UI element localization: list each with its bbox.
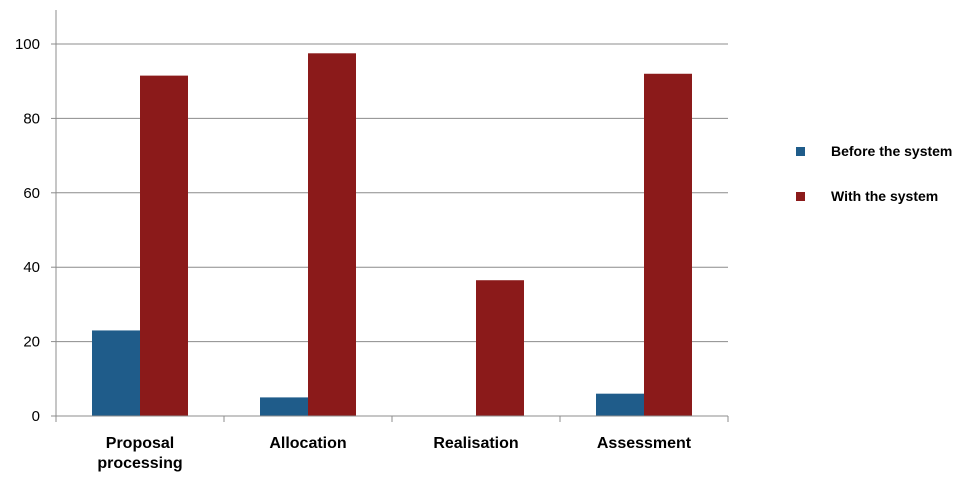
y-tick-label: 60 bbox=[23, 185, 40, 202]
bars bbox=[92, 53, 692, 417]
bar-with-3 bbox=[644, 73, 692, 416]
legend-swatch-with bbox=[796, 192, 805, 201]
x-tick-label: Realisation bbox=[433, 435, 518, 452]
legend-swatch-before bbox=[796, 147, 805, 156]
bar-with-2 bbox=[476, 280, 524, 416]
x-axis-labels: Proposal processing Allocation Realisation A… bbox=[97, 435, 691, 472]
y-tick-label: 40 bbox=[23, 259, 40, 276]
x-tick-label: Proposal processing bbox=[97, 435, 182, 472]
bar-before-0 bbox=[92, 330, 140, 416]
axes bbox=[55, 10, 729, 422]
x-tick-label-line: Assessment bbox=[597, 435, 692, 452]
x-tick-label-line: Allocation bbox=[269, 435, 346, 452]
y-axis-ticks: 0 20 40 60 80 100 bbox=[15, 36, 56, 425]
legend-label-before: Before the system bbox=[831, 143, 952, 159]
bar-with-0 bbox=[140, 75, 188, 417]
y-tick-label: 20 bbox=[23, 334, 40, 351]
legend: Before the system With the system bbox=[796, 143, 952, 204]
x-tick-label: Assessment bbox=[597, 435, 692, 452]
bar-with-1 bbox=[308, 53, 356, 417]
bar-before-3 bbox=[596, 393, 644, 416]
x-tick-label-line: Proposal bbox=[106, 435, 174, 452]
y-tick-label: 80 bbox=[23, 110, 40, 127]
y-tick-label: 0 bbox=[32, 408, 40, 425]
y-tick-label: 100 bbox=[15, 36, 40, 53]
bar-before-1 bbox=[260, 397, 308, 416]
x-tick-label: Allocation bbox=[269, 435, 346, 452]
x-tick-label-line: processing bbox=[97, 455, 182, 472]
legend-label-with: With the system bbox=[831, 188, 938, 204]
x-tick-label-line: Realisation bbox=[433, 435, 518, 452]
